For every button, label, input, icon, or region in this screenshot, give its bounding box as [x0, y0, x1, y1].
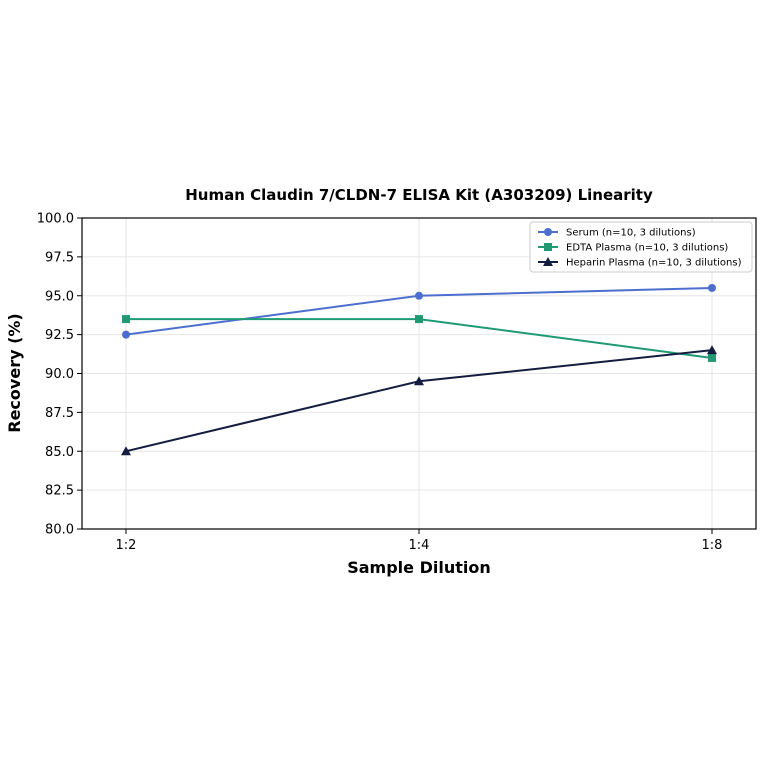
data-point [414, 376, 424, 386]
legend-label: Serum (n=10, 3 dilutions) [566, 228, 696, 239]
y-tick-label: 87.5 [45, 406, 74, 421]
legend-marker [544, 228, 552, 236]
y-tick-label: 97.5 [45, 250, 74, 265]
legend: Serum (n=10, 3 dilutions) EDTA Plasma (n=… [529, 221, 753, 273]
chart-title: Human Claudin 7/CLDN-7 ELISA Kit (A30320… [185, 186, 653, 204]
y-axis-label: Recovery (%) [5, 313, 24, 432]
y-tick-label: 82.5 [45, 484, 74, 499]
y-tick-label: 100.0 [37, 212, 74, 227]
x-tick-label: 1:4 [409, 538, 430, 553]
legend-label: Heparin Plasma (n=10, 3 dilutions) [566, 258, 742, 269]
x-axis-ticks: 1:2 1:4 1:8 [116, 529, 723, 553]
legend-entry: Heparin Plasma (n=10, 3 dilutions) [538, 257, 742, 269]
data-point [415, 291, 423, 300]
data-point [708, 353, 716, 362]
data-point [707, 345, 717, 355]
y-tick-label: 95.0 [45, 289, 74, 304]
x-axis-label: Sample Dilution [347, 558, 491, 577]
data-point [122, 330, 130, 339]
legend-marker [544, 243, 552, 251]
y-tick-label: 80.0 [45, 523, 74, 538]
x-tick-label: 1:2 [116, 538, 137, 553]
y-tick-label: 85.0 [45, 445, 74, 460]
y-tick-label: 92.5 [45, 328, 74, 343]
y-axis-ticks: 80.0 82.5 85.0 87.5 90.0 92.5 95.0 97.5 100.0 [37, 212, 82, 538]
data-point [708, 283, 716, 292]
legend-marker [543, 257, 553, 266]
data-point [122, 315, 130, 324]
series-1 [122, 283, 716, 339]
series-2 [122, 315, 716, 362]
series-layer [121, 283, 717, 456]
data-point [121, 446, 131, 456]
x-tick-label: 1:8 [702, 538, 723, 553]
legend-entry: Serum (n=10, 3 dilutions) [538, 228, 696, 239]
legend-label: EDTA Plasma (n=10, 3 dilutions) [566, 243, 728, 254]
series-3 [121, 345, 717, 456]
legend-entry: EDTA Plasma (n=10, 3 dilutions) [538, 243, 728, 254]
data-point [415, 315, 423, 324]
y-tick-label: 90.0 [45, 367, 74, 382]
legend-frame [529, 221, 753, 273]
